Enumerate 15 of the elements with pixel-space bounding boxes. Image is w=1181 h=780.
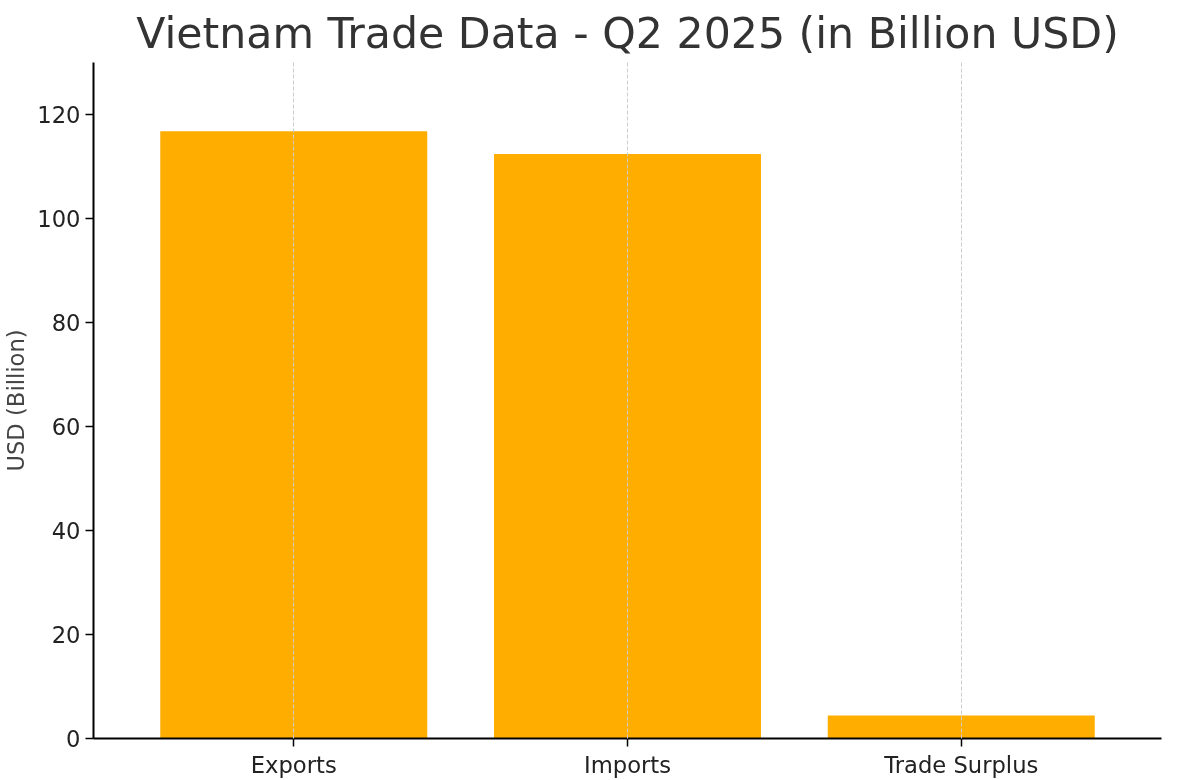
y-axis-title: USD (Billion) xyxy=(3,329,30,472)
y-tick-label: 60 xyxy=(51,414,81,440)
y-tick-label: 100 xyxy=(37,206,81,232)
y-tick-label: 80 xyxy=(51,310,81,336)
bar xyxy=(160,131,428,739)
y-tick-label: 0 xyxy=(66,726,81,752)
bar xyxy=(827,715,1095,739)
x-tick-label: Imports xyxy=(584,751,671,778)
bar xyxy=(494,154,761,739)
y-tick-label: 120 xyxy=(37,102,81,128)
x-tick-label: Exports xyxy=(250,751,337,778)
y-tick-label: 40 xyxy=(51,518,81,544)
chart-title: Vietnam Trade Data - Q2 2025 (in Billion USD) xyxy=(136,7,1119,58)
x-tick-label: Trade Surplus xyxy=(883,751,1039,778)
y-tick-label: 20 xyxy=(51,622,81,648)
